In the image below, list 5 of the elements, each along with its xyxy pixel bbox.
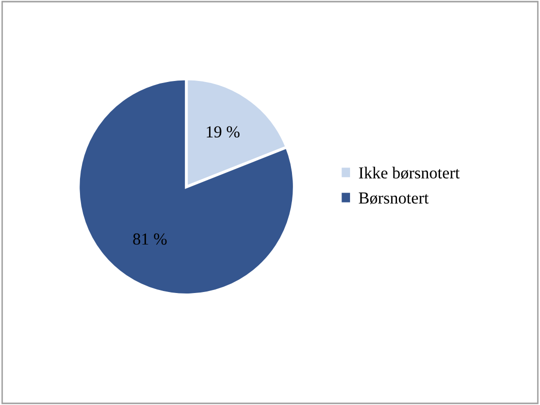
legend-label: Ikke børsnotert xyxy=(358,166,460,180)
data-label: 19 % xyxy=(206,126,240,138)
legend-label: Børsnotert xyxy=(358,192,429,204)
pie-slice xyxy=(76,78,296,296)
data-label: 81 % xyxy=(133,233,167,245)
